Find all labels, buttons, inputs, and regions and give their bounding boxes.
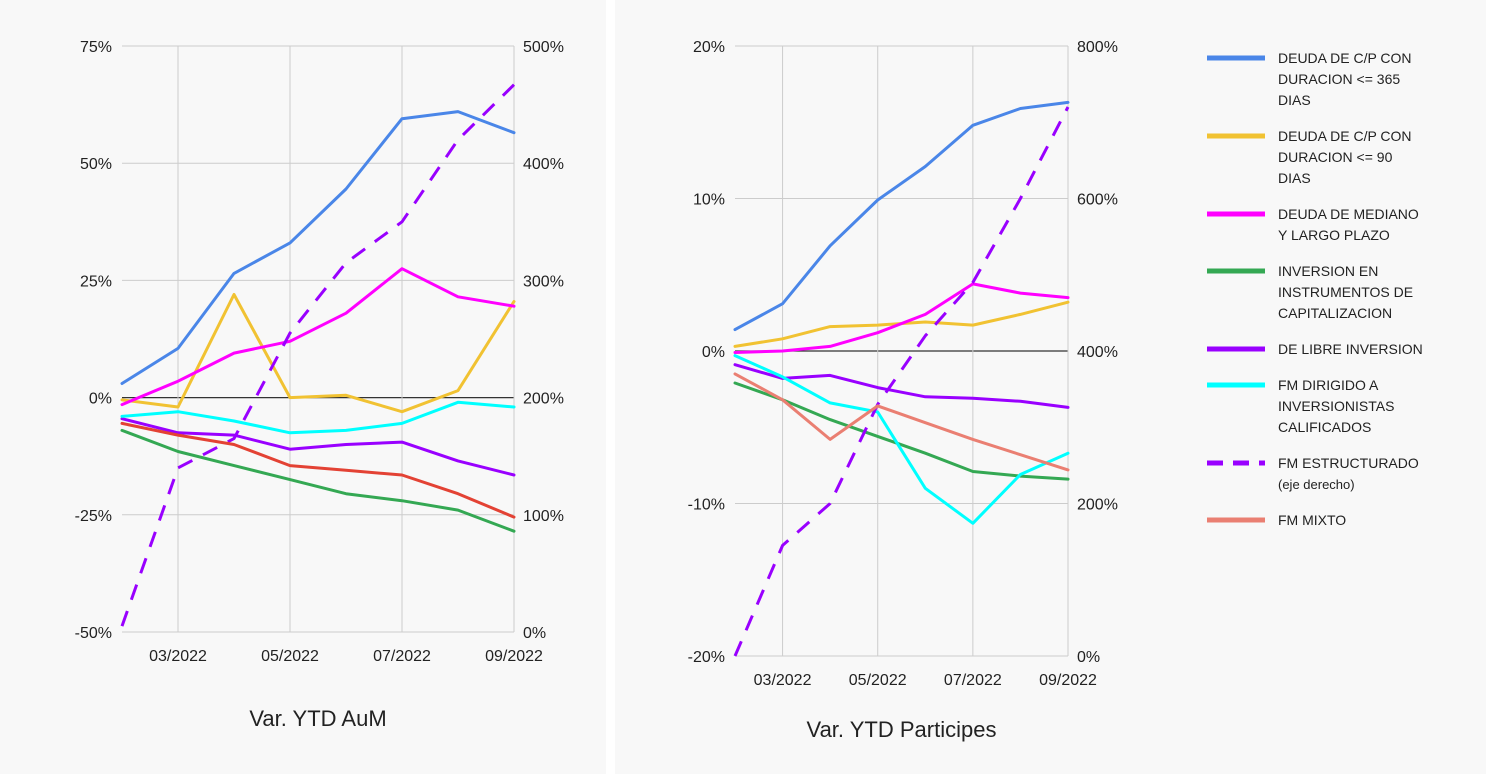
series-line-deuda-de-mediano-y-largo-plazo <box>733 282 1070 354</box>
participes-chart: 20% 800% 10% 600% 0% 400% -10% 200% -20% 0% 03/202… <box>688 39 1423 742</box>
legend-label: FM ESTRUCTURADO <box>1278 455 1419 471</box>
legend-note: (eje derecho) <box>1278 477 1355 492</box>
x-tick-label: 07/2022 <box>944 672 1002 689</box>
legend-item-deuda-de-c-p-con-duracion-90-dias: DEUDA DE C/P CON DURACION <= 90 DIAS <box>1207 128 1412 186</box>
legend-item-deuda-de-c-p-con-duracion-365-dias: DEUDA DE C/P CON DURACION <= 365 DIAS <box>1207 50 1412 108</box>
legend-label: INVERSIONISTAS <box>1278 398 1394 414</box>
series-line-fm-estructurado-eje-derecho <box>120 83 516 627</box>
series-line-deuda-de-mediano-y-largo-plazo <box>120 267 516 407</box>
legend-label: Y LARGO PLAZO <box>1278 227 1390 243</box>
legend-label: FM DIRIGIDO A <box>1278 377 1379 393</box>
y-left-tick-label: 25% <box>80 273 112 290</box>
y-right-tick-label: 800% <box>1077 39 1118 56</box>
y-left-tick-label: 0% <box>702 344 725 361</box>
legend-label: FM MIXTO <box>1278 512 1346 528</box>
legend-label: DIAS <box>1278 170 1311 186</box>
series-line-deuda-de-c-p-con-duracion-365-dias <box>120 110 516 385</box>
legend-label: DEUDA DE C/P CON <box>1278 128 1412 144</box>
y-right-tick-label: 200% <box>523 391 564 408</box>
y-right-tick-label: 200% <box>1077 497 1118 514</box>
legend-label: DEUDA DE MEDIANO <box>1278 206 1419 222</box>
y-right-tick-label: 300% <box>523 273 564 290</box>
y-right-tick-label: 500% <box>523 39 564 56</box>
series-line-deuda-de-c-p-con-duracion-365-dias <box>733 100 1070 332</box>
x-tick-label: 09/2022 <box>1039 672 1097 689</box>
x-tick-label: 03/2022 <box>754 672 812 689</box>
legend-item-fm-estructurado: FM ESTRUCTURADO (eje derecho) <box>1207 455 1419 492</box>
legend-label: DE LIBRE INVERSION <box>1278 341 1423 357</box>
y-right-tick-label: 400% <box>1077 344 1118 361</box>
series-line-fm-dirigido-a-inversionistas-calificados <box>120 400 516 435</box>
participes-chart-panel: 20% 800% 10% 600% 0% 400% -10% 200% -20% 0% 03/202… <box>615 0 1486 774</box>
legend-item-inversion-en-instrumentos-de-capitalizacion: INVERSION EN INSTRUMENTOS DE CAPITALIZACIO… <box>1207 263 1413 321</box>
series-line-fm-mixto <box>120 421 516 519</box>
legend-item-fm-dirigido-a-inversionistas-calificados: FM DIRIGIDO A INVERSIONISTAS CALIFICADOS <box>1207 377 1394 435</box>
aum-chart-panel: 75% 500% 50% 400% 25% 300% 0% 200% -25% 100% -50% 0… <box>0 0 606 774</box>
y-right-tick-label: 0% <box>523 625 546 642</box>
y-right-tick-label: 600% <box>1077 192 1118 209</box>
series-line-de-libre-inversion <box>120 417 516 477</box>
series-line-fm-estructurado-eje-derecho <box>733 106 1070 657</box>
legend-label: DIAS <box>1278 92 1311 108</box>
x-tick-label: 03/2022 <box>149 648 207 665</box>
chart-title: Var. YTD AuM <box>249 706 386 731</box>
y-left-tick-label: -25% <box>75 508 112 525</box>
x-tick-label: 09/2022 <box>485 648 543 665</box>
y-right-tick-label: 0% <box>1077 649 1100 666</box>
y-right-tick-label: 400% <box>523 156 564 173</box>
y-left-tick-label: 0% <box>89 391 112 408</box>
legend-label: CAPITALIZACION <box>1278 305 1392 321</box>
legend-item-de-libre-inversion: DE LIBRE INVERSION <box>1207 341 1423 357</box>
series-line-inversion-en-instrumentos-de-capitalizacion <box>733 381 1070 481</box>
series-line-de-libre-inversion <box>733 363 1070 409</box>
legend-label: DURACION <= 365 <box>1278 71 1400 87</box>
legend-label: DURACION <= 90 <box>1278 149 1393 165</box>
x-tick-label: 07/2022 <box>373 648 431 665</box>
series-line-fm-mixto <box>733 372 1070 472</box>
chart-title: Var. YTD Participes <box>807 717 997 742</box>
series-line-deuda-de-c-p-con-duracion-90-dias <box>120 293 516 414</box>
legend-item-fm-mixto: FM MIXTO <box>1207 512 1346 528</box>
y-left-tick-label: 50% <box>80 156 112 173</box>
legend-label: INVERSION EN <box>1278 263 1378 279</box>
legend-item-deuda-de-mediano-y-largo-plazo: DEUDA DE MEDIANO Y LARGO PLAZO <box>1207 206 1419 243</box>
y-right-tick-label: 100% <box>523 508 564 525</box>
y-left-tick-label: -10% <box>688 497 725 514</box>
x-tick-label: 05/2022 <box>261 648 319 665</box>
y-left-tick-label: -50% <box>75 625 112 642</box>
y-left-tick-label: 20% <box>693 39 725 56</box>
x-tick-label: 05/2022 <box>849 672 907 689</box>
legend-label: CALIFICADOS <box>1278 419 1371 435</box>
aum-chart: 75% 500% 50% 400% 25% 300% 0% 200% -25% 100% -50% 0… <box>75 39 564 731</box>
legend-label: INSTRUMENTOS DE <box>1278 284 1413 300</box>
series-line-inversion-en-instrumentos-de-capitalizacion <box>120 428 516 533</box>
series-line-fm-dirigido-a-inversionistas-calificados <box>733 354 1070 525</box>
y-left-tick-label: 10% <box>693 192 725 209</box>
legend-label: DEUDA DE C/P CON <box>1278 50 1412 66</box>
y-left-tick-label: -20% <box>688 649 725 666</box>
y-left-tick-label: 75% <box>80 39 112 56</box>
